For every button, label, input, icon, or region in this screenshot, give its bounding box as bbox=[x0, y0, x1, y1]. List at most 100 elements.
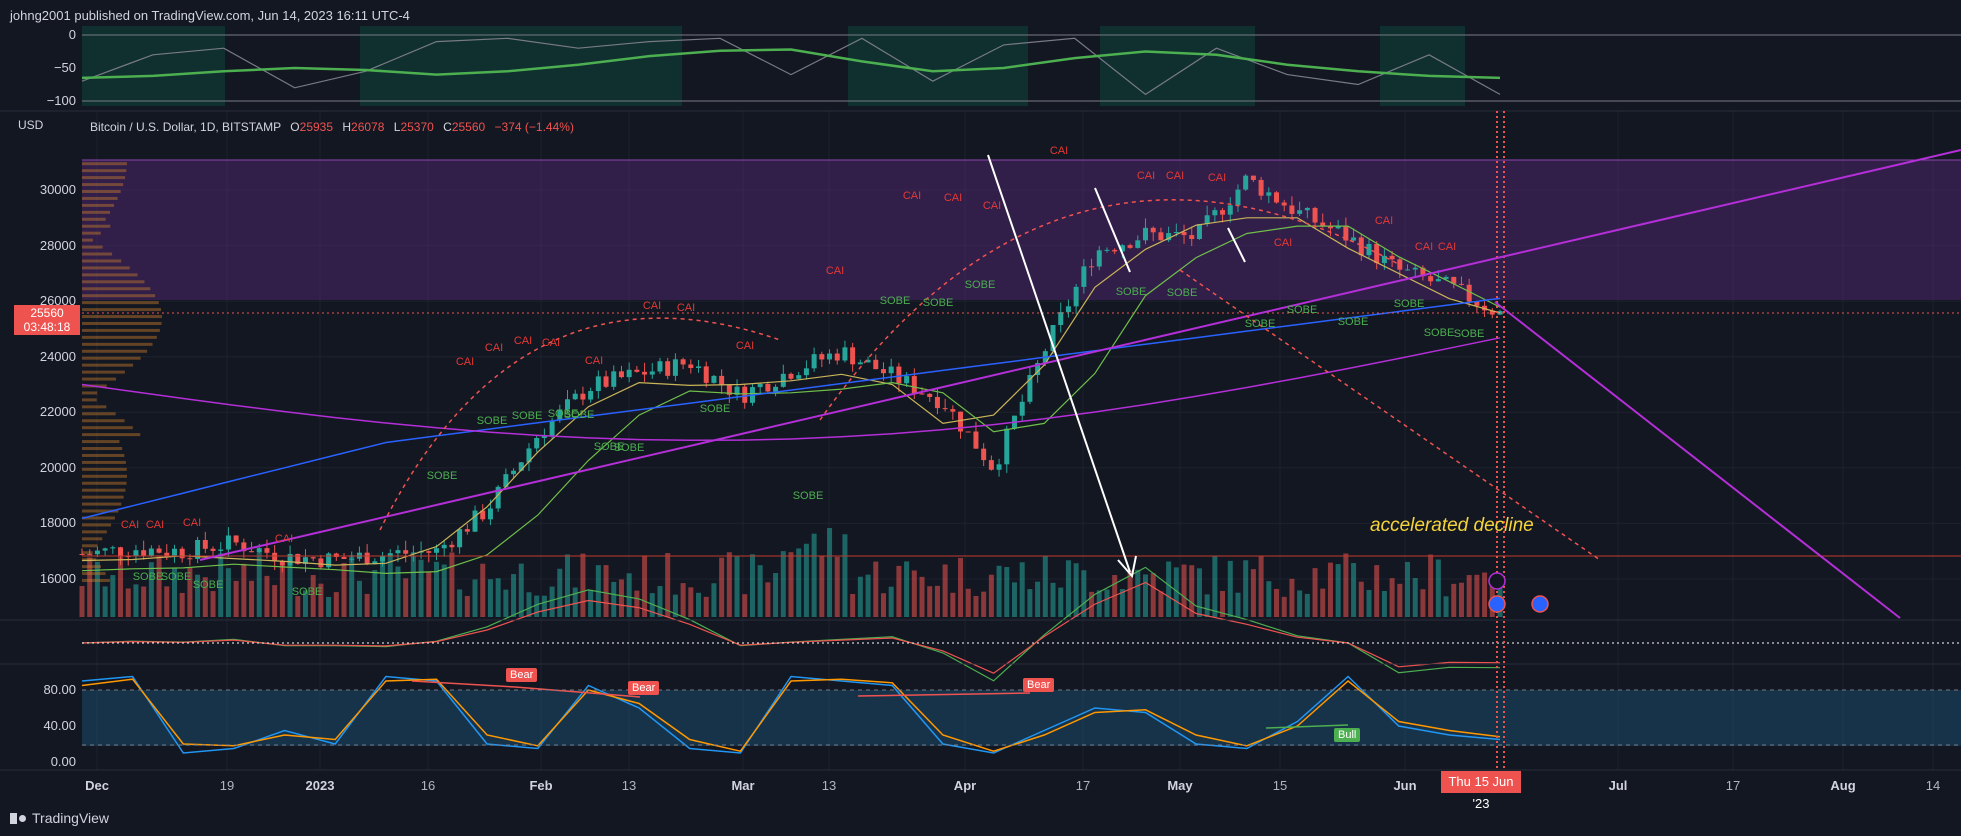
volume-bar bbox=[919, 576, 925, 617]
candle-body bbox=[372, 561, 378, 565]
volume-profile-bar bbox=[82, 183, 124, 187]
volume-bar bbox=[1389, 578, 1395, 617]
candle-body bbox=[1358, 237, 1364, 256]
candle-body bbox=[1112, 249, 1118, 252]
decline-line bbox=[1179, 269, 1601, 561]
volume-bar bbox=[94, 561, 100, 617]
volume-profile-bar bbox=[82, 287, 151, 291]
volume-bar bbox=[1235, 592, 1241, 617]
volume-bar bbox=[1004, 567, 1010, 617]
price-y-tick: 30000 bbox=[39, 182, 76, 197]
volume-bar bbox=[996, 565, 1002, 617]
volume-bar bbox=[1428, 554, 1434, 617]
candle-body bbox=[302, 557, 308, 564]
ma-yellow bbox=[81, 217, 1501, 566]
volume-profile-bar bbox=[82, 335, 157, 339]
volume-profile-bar bbox=[82, 224, 111, 228]
candle-body bbox=[1374, 243, 1380, 264]
candle-body bbox=[649, 371, 655, 375]
candle-body bbox=[279, 561, 285, 566]
volume-bar bbox=[1166, 561, 1172, 617]
volume-bar bbox=[603, 565, 609, 617]
x-tick: Feb bbox=[529, 778, 553, 793]
volume-profile-bar bbox=[82, 349, 148, 353]
cai-label: CAI bbox=[735, 340, 755, 352]
bear-divergence-tag: Bear bbox=[1023, 678, 1055, 692]
volume-bar bbox=[1135, 569, 1141, 617]
cai-label: CAI bbox=[584, 355, 604, 367]
volume-bar bbox=[264, 575, 270, 617]
bear-divergence-line bbox=[411, 680, 516, 688]
volume-bar bbox=[896, 565, 902, 617]
candle-body bbox=[195, 540, 201, 559]
candle-body bbox=[1027, 375, 1033, 402]
volume-profile-bar bbox=[82, 301, 159, 305]
cai-label: CAI bbox=[274, 533, 294, 545]
volume-bar bbox=[449, 552, 455, 617]
volume-bar bbox=[696, 592, 702, 617]
candle-body bbox=[850, 347, 856, 365]
cai-label: CAI bbox=[902, 190, 922, 202]
cai-label: CAI bbox=[182, 517, 202, 529]
volume-profile-bar bbox=[82, 266, 130, 270]
price-y-tick: 16000 bbox=[39, 571, 76, 586]
date-badge: Thu 15 Jun '23 bbox=[1441, 771, 1521, 811]
candle-body bbox=[1366, 243, 1372, 256]
volume-bar bbox=[1089, 591, 1095, 617]
x-tick: 15 bbox=[1272, 778, 1288, 793]
volume-profile-bar bbox=[82, 308, 162, 312]
volume-bar bbox=[911, 570, 917, 617]
price-y-tick: 22000 bbox=[39, 404, 76, 420]
candle-body bbox=[665, 361, 671, 376]
candle-body bbox=[1381, 255, 1387, 264]
volume-profile-bar bbox=[82, 419, 125, 423]
low-label: L bbox=[393, 120, 401, 134]
volume-profile-bar bbox=[82, 356, 141, 360]
candle-body bbox=[125, 556, 131, 558]
volume-profile-bar bbox=[82, 328, 160, 332]
volume-bar bbox=[464, 596, 470, 617]
high-value: 26078 bbox=[351, 120, 385, 134]
volume-bar bbox=[680, 583, 686, 617]
candle-body bbox=[1250, 175, 1256, 180]
volume-profile-bar bbox=[82, 196, 118, 200]
candle-body bbox=[734, 386, 740, 395]
candle-body bbox=[110, 547, 116, 549]
volume-bar bbox=[1381, 590, 1387, 617]
volume-bar bbox=[734, 555, 740, 617]
arc-1 bbox=[379, 317, 781, 531]
volume-bar bbox=[1181, 564, 1187, 617]
candle-body bbox=[133, 550, 139, 557]
volume-bar bbox=[1212, 555, 1218, 617]
volume-bar bbox=[749, 554, 755, 617]
flag-icon bbox=[1488, 595, 1506, 613]
volume-profile-bar bbox=[82, 176, 126, 180]
volume-bar bbox=[1243, 560, 1249, 617]
candle-body bbox=[603, 376, 609, 387]
candle-body bbox=[480, 510, 486, 520]
candle-body bbox=[865, 359, 871, 363]
publisher-line: johng2001 published on TradingView.com, … bbox=[10, 8, 410, 23]
bear-divergence-tag: Bear bbox=[506, 668, 538, 682]
volume-bar bbox=[256, 552, 262, 617]
volume-bar bbox=[410, 555, 416, 617]
bull-divergence-tag: Bull bbox=[1334, 728, 1361, 742]
candle-body bbox=[773, 386, 779, 392]
candle-body bbox=[1451, 276, 1457, 284]
volume-bar bbox=[179, 592, 185, 617]
volume-bar bbox=[688, 587, 694, 617]
footer-brand: TradingView bbox=[32, 810, 110, 826]
volume-bar bbox=[965, 588, 971, 617]
candle-body bbox=[1297, 210, 1303, 214]
candle-body bbox=[934, 396, 940, 409]
candle-body bbox=[719, 375, 725, 385]
candle-body bbox=[888, 366, 894, 374]
volume-bar bbox=[1035, 581, 1041, 617]
sobe-label: SOBE bbox=[613, 442, 645, 454]
candle-body bbox=[796, 375, 802, 379]
volume-bar bbox=[850, 593, 856, 617]
candle-body bbox=[642, 371, 648, 375]
volume-bar bbox=[1019, 562, 1025, 617]
x-tick: Mar bbox=[731, 778, 755, 793]
volume-bar bbox=[1073, 563, 1079, 617]
